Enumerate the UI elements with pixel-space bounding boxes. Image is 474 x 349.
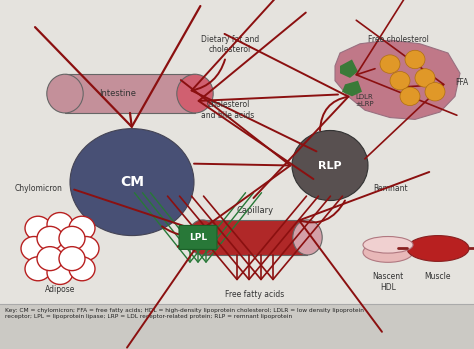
Circle shape bbox=[37, 247, 63, 270]
Bar bbox=[0, 304, 474, 349]
Circle shape bbox=[400, 87, 420, 106]
Ellipse shape bbox=[292, 131, 368, 201]
Circle shape bbox=[37, 227, 63, 250]
Text: Intestine: Intestine bbox=[100, 89, 137, 98]
Circle shape bbox=[390, 72, 410, 90]
Ellipse shape bbox=[363, 237, 413, 253]
Text: Cholesterol
and bile acids: Cholesterol and bile acids bbox=[201, 101, 255, 120]
Circle shape bbox=[47, 237, 73, 260]
Text: Free cholesterol: Free cholesterol bbox=[367, 35, 428, 44]
Text: Chylomicron: Chylomicron bbox=[15, 184, 63, 193]
Circle shape bbox=[21, 237, 47, 260]
Text: Nascent
HDL: Nascent HDL bbox=[373, 273, 404, 292]
Circle shape bbox=[47, 213, 73, 237]
Text: LDLR
±LRP: LDLR ±LRP bbox=[355, 95, 374, 107]
Text: Free fatty acids: Free fatty acids bbox=[225, 290, 284, 299]
Circle shape bbox=[59, 247, 85, 270]
Text: CM: CM bbox=[120, 175, 144, 189]
Circle shape bbox=[425, 82, 445, 101]
Circle shape bbox=[405, 50, 425, 69]
FancyBboxPatch shape bbox=[179, 225, 217, 250]
Ellipse shape bbox=[177, 74, 213, 113]
Bar bbox=[65, 74, 195, 113]
Ellipse shape bbox=[47, 74, 83, 113]
Text: Muscle: Muscle bbox=[425, 273, 451, 282]
Text: RLP: RLP bbox=[318, 161, 342, 171]
Ellipse shape bbox=[188, 220, 217, 255]
Circle shape bbox=[69, 216, 95, 240]
Ellipse shape bbox=[293, 220, 322, 255]
Circle shape bbox=[59, 227, 85, 250]
Text: Capillary: Capillary bbox=[237, 206, 273, 215]
Text: LPL: LPL bbox=[189, 233, 207, 242]
Text: Remnant: Remnant bbox=[373, 184, 408, 193]
Circle shape bbox=[69, 257, 95, 281]
Ellipse shape bbox=[407, 236, 469, 261]
Ellipse shape bbox=[70, 129, 194, 236]
Polygon shape bbox=[342, 81, 362, 96]
Circle shape bbox=[25, 257, 51, 281]
Circle shape bbox=[73, 237, 99, 260]
Text: FFA: FFA bbox=[455, 78, 468, 87]
Text: Adipose: Adipose bbox=[45, 285, 75, 294]
Circle shape bbox=[47, 260, 73, 284]
Circle shape bbox=[380, 55, 400, 73]
Bar bbox=[202, 220, 308, 255]
Ellipse shape bbox=[363, 242, 413, 262]
Text: Dietary fat and
cholesterol: Dietary fat and cholesterol bbox=[201, 35, 259, 54]
Circle shape bbox=[415, 69, 435, 87]
Circle shape bbox=[25, 216, 51, 240]
Polygon shape bbox=[340, 59, 358, 78]
Text: Key: CM = chylomicron; FFA = free fatty acids; HDL = high-density lipoprotein ch: Key: CM = chylomicron; FFA = free fatty … bbox=[5, 309, 364, 319]
Polygon shape bbox=[335, 40, 460, 119]
